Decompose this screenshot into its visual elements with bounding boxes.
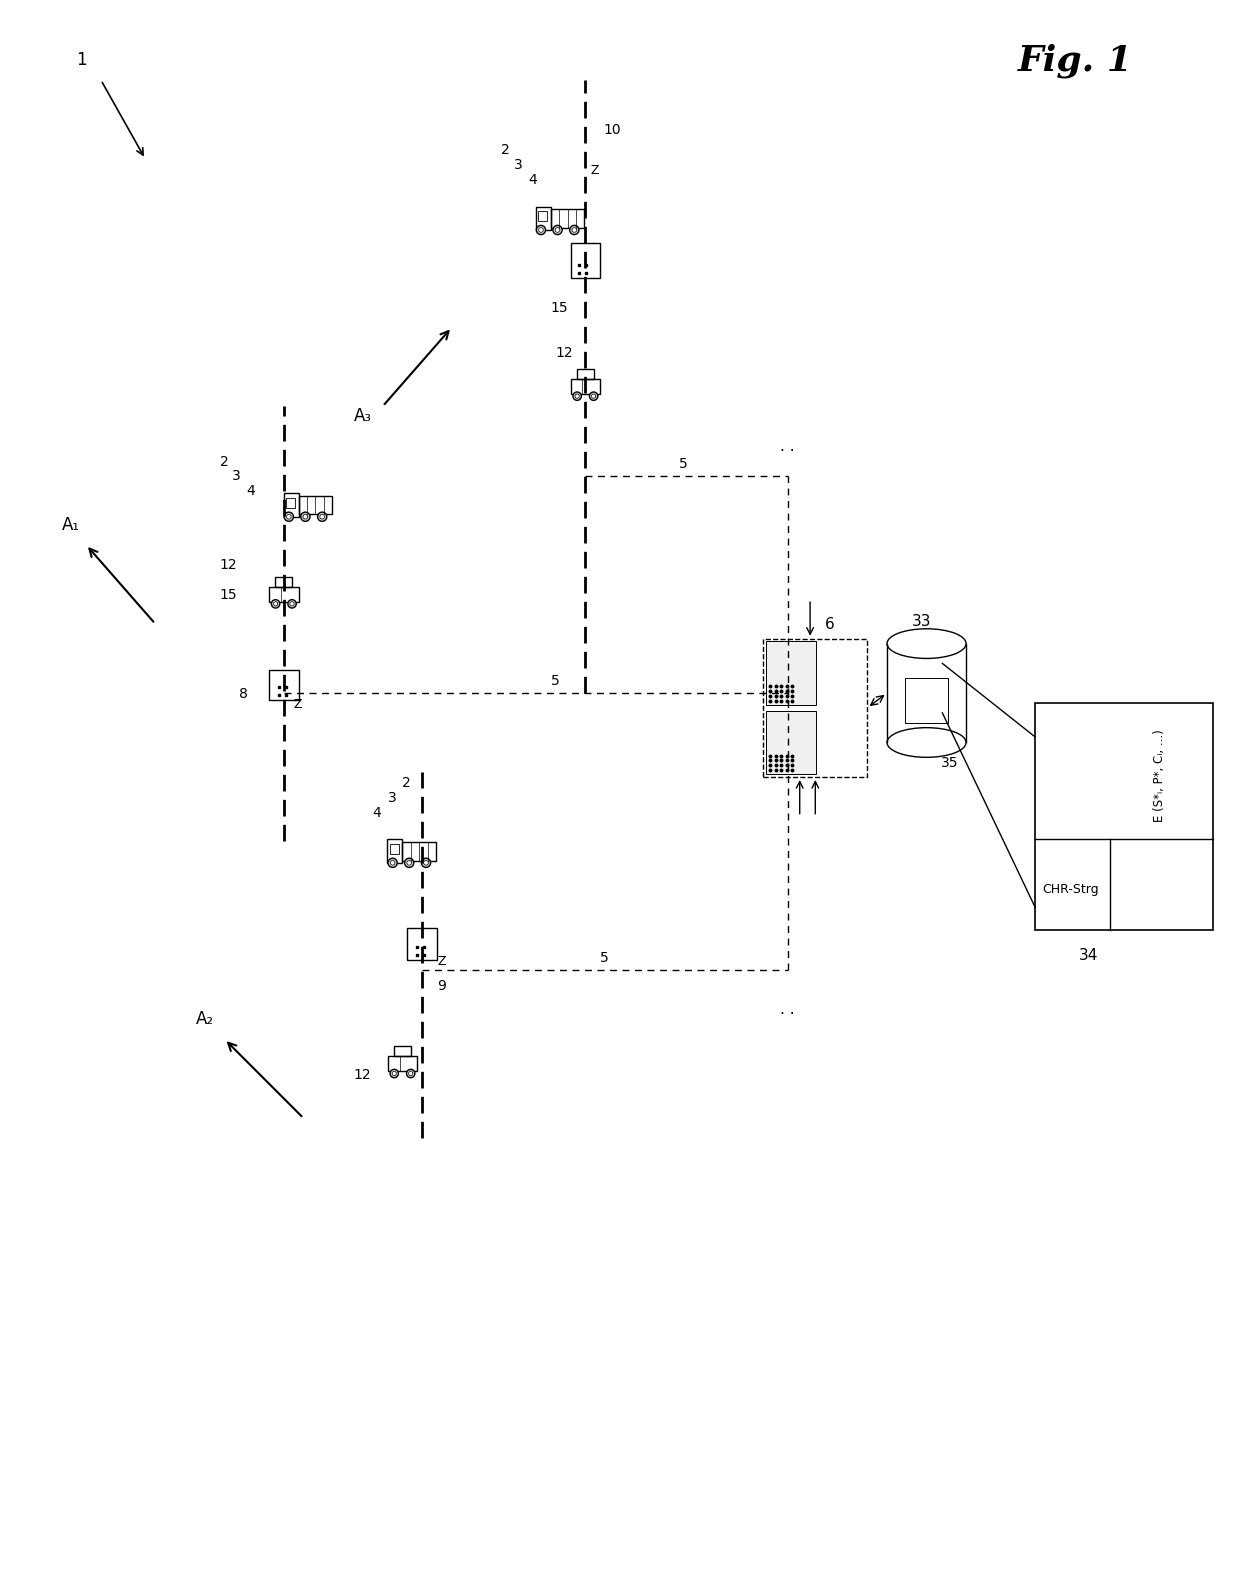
Circle shape [392, 1072, 397, 1075]
Text: Z: Z [436, 954, 445, 968]
Circle shape [575, 395, 579, 398]
Circle shape [424, 860, 428, 865]
Text: A₃: A₃ [353, 407, 372, 424]
Bar [269, 586, 299, 602]
Bar [1035, 703, 1213, 931]
Circle shape [320, 514, 325, 519]
Text: 4: 4 [528, 173, 537, 187]
Text: 12: 12 [219, 558, 237, 572]
Bar [269, 670, 299, 700]
Circle shape [274, 602, 278, 605]
Text: 2: 2 [501, 143, 510, 157]
Text: 3: 3 [388, 791, 397, 805]
Bar [570, 379, 600, 395]
Text: Z: Z [294, 698, 303, 711]
Circle shape [569, 225, 579, 234]
Bar [766, 711, 816, 775]
Text: 1: 1 [76, 52, 87, 69]
Bar [905, 678, 949, 723]
Circle shape [407, 1069, 415, 1078]
Bar [285, 498, 295, 508]
Circle shape [284, 512, 294, 522]
Circle shape [288, 599, 296, 608]
Text: A₂: A₂ [196, 1011, 213, 1028]
Text: 8: 8 [239, 687, 248, 701]
Text: Z: Z [590, 163, 599, 178]
Text: 12: 12 [353, 1067, 371, 1082]
Circle shape [404, 858, 414, 868]
Text: 15: 15 [551, 302, 568, 316]
Text: 9: 9 [436, 979, 446, 992]
Text: 5: 5 [551, 674, 559, 689]
Text: 6: 6 [826, 616, 835, 632]
Text: 4: 4 [247, 484, 255, 498]
Text: 10: 10 [603, 123, 621, 137]
Bar [766, 641, 816, 706]
Bar [388, 1056, 417, 1072]
Ellipse shape [887, 629, 966, 659]
Circle shape [391, 1069, 398, 1078]
Text: 33: 33 [911, 613, 931, 629]
Text: 4: 4 [373, 806, 382, 819]
Text: E (S*ᵢ, P*, Cᵢ, ...): E (S*ᵢ, P*, Cᵢ, ...) [1153, 729, 1167, 822]
Text: 35: 35 [941, 756, 959, 770]
Text: 12: 12 [556, 346, 573, 360]
Bar [389, 844, 399, 854]
Text: 5: 5 [600, 951, 609, 965]
Circle shape [553, 225, 562, 234]
Circle shape [407, 860, 412, 865]
Circle shape [573, 391, 582, 401]
Bar [764, 638, 867, 777]
Circle shape [290, 602, 294, 605]
Text: 15: 15 [219, 588, 237, 602]
Bar [408, 929, 436, 960]
Text: 5: 5 [680, 456, 688, 470]
Bar [538, 211, 547, 220]
Text: A₁: A₁ [62, 516, 81, 534]
Circle shape [286, 514, 291, 519]
Circle shape [301, 512, 310, 522]
Text: 2: 2 [403, 777, 412, 791]
Circle shape [388, 858, 397, 868]
Text: 3: 3 [515, 159, 523, 171]
Circle shape [589, 391, 598, 401]
Bar [570, 244, 600, 278]
Text: 2: 2 [219, 454, 228, 468]
Circle shape [538, 228, 543, 233]
Text: CHR-Strg: CHR-Strg [1043, 883, 1099, 896]
Circle shape [556, 228, 559, 233]
Text: 3: 3 [232, 470, 241, 484]
Circle shape [409, 1072, 413, 1075]
Circle shape [272, 599, 280, 608]
Text: Fig. 1: Fig. 1 [1017, 42, 1132, 77]
Circle shape [422, 858, 430, 868]
Circle shape [391, 860, 396, 865]
Circle shape [303, 514, 308, 519]
Circle shape [591, 395, 595, 398]
Circle shape [537, 225, 546, 234]
Bar [394, 1047, 410, 1056]
Circle shape [317, 512, 327, 522]
Bar [275, 577, 293, 586]
Text: . .: . . [780, 439, 795, 454]
Circle shape [572, 228, 577, 233]
Ellipse shape [887, 728, 966, 758]
Bar [577, 369, 594, 379]
Text: . .: . . [780, 1003, 795, 1017]
Text: 34: 34 [1079, 948, 1099, 964]
